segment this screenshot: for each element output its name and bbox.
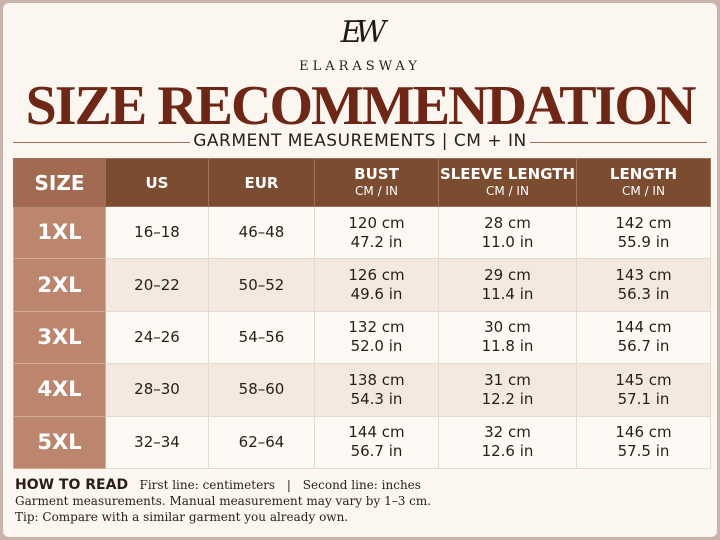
table-row: 5XL 32–34 62–64 144 cm 56.7 in 32 cm 12.6 … — [13, 415, 711, 469]
size-cell: 2XL — [13, 258, 106, 312]
how-to-read-section: HOW TO READ First line: centimeters | Se… — [15, 477, 705, 525]
footer-separator: | — [286, 478, 291, 492]
how-to-read-heading: HOW TO READ — [15, 477, 129, 493]
table-row: 1XL 16–18 46–48 120 cm 47.2 in 28 cm 11.0 … — [13, 205, 711, 260]
size-cell: 4XL — [13, 363, 106, 417]
length-cell: 144 cm 56.7 in — [576, 310, 711, 365]
second-line-note: Second line: inches — [302, 478, 421, 492]
header-bust-unit: CM / IN — [355, 184, 398, 198]
eur-cell: 50–52 — [208, 258, 315, 312]
sleeve-cell: 28 cm 11.0 in — [438, 205, 577, 260]
bust-cell: 120 cm 47.2 in — [314, 205, 439, 260]
tip-note: Tip: Compare with a similar garment you … — [15, 510, 349, 524]
sleeve-cell: 30 cm 11.8 in — [438, 310, 577, 365]
length-cell: 142 cm 55.9 in — [576, 205, 711, 260]
us-cell: 24–26 — [105, 310, 209, 365]
bust-cell: 144 cm 56.7 in — [314, 415, 439, 469]
size-cell: 1XL — [13, 205, 106, 260]
header-eur: EUR — [208, 158, 315, 207]
page-title: SIZE RECOMMENDATION — [25, 75, 697, 137]
header-bust: BUST CM / IN — [314, 158, 439, 207]
table-row: 2XL 20–22 50–52 126 cm 49.6 in 29 cm 11.4 … — [13, 258, 711, 312]
measurement-note: Garment measurements. Manual measurement… — [15, 494, 432, 508]
subtitle-divider-left — [13, 142, 190, 143]
table-row: 3XL 24–26 54–56 132 cm 52.0 in 30 cm 11.8 … — [13, 310, 711, 365]
subtitle: GARMENT MEASUREMENTS | CM + IN — [193, 131, 527, 151]
header-length: LENGTH CM / IN — [576, 158, 711, 207]
us-cell: 20–22 — [105, 258, 209, 312]
header-sleeve-unit: CM / IN — [486, 184, 529, 198]
sleeve-cell: 29 cm 11.4 in — [438, 258, 577, 312]
us-cell: 28–30 — [105, 363, 209, 417]
sleeve-cell: 32 cm 12.6 in — [438, 415, 577, 469]
sleeve-cell: 31 cm 12.2 in — [438, 363, 577, 417]
bust-cell: 138 cm 54.3 in — [314, 363, 439, 417]
subtitle-row: GARMENT MEASUREMENTS | CM + IN — [3, 131, 717, 155]
subtitle-divider-right — [530, 142, 707, 143]
header-length-unit: CM / IN — [622, 184, 665, 198]
us-cell: 16–18 — [105, 205, 209, 260]
header-size: SIZE — [13, 158, 106, 207]
table-row: 4XL 28–30 58–60 138 cm 54.3 in 31 cm 12.2 … — [13, 363, 711, 417]
length-cell: 143 cm 56.3 in — [576, 258, 711, 312]
size-chart-page: EW ELARASWAY SIZE RECOMMENDATION GARMENT… — [3, 3, 717, 537]
bust-cell: 126 cm 49.6 in — [314, 258, 439, 312]
table-header-row: SIZE US EUR BUST CM / IN SLEEVE LENGTH CM … — [13, 158, 711, 207]
bust-cell: 132 cm 52.0 in — [314, 310, 439, 365]
header-sleeve-length: SLEEVE LENGTH CM / IN — [438, 158, 577, 207]
brand-name: ELARASWAY — [299, 59, 421, 74]
length-cell: 146 cm 57.5 in — [576, 415, 711, 469]
header-us: US — [105, 158, 209, 207]
eur-cell: 58–60 — [208, 363, 315, 417]
first-line-note: First line: centimeters — [139, 478, 276, 492]
length-cell: 145 cm 57.1 in — [576, 363, 711, 417]
brand-monogram-logo: EW — [340, 15, 387, 50]
eur-cell: 62–64 — [208, 415, 315, 469]
size-table: SIZE US EUR BUST CM / IN SLEEVE LENGTH CM … — [13, 158, 711, 469]
size-cell: 3XL — [13, 310, 106, 365]
size-cell: 5XL — [13, 415, 106, 469]
us-cell: 32–34 — [105, 415, 209, 469]
eur-cell: 54–56 — [208, 310, 315, 365]
eur-cell: 46–48 — [208, 205, 315, 260]
how-to-read-line: HOW TO READ First line: centimeters | Se… — [15, 477, 705, 493]
